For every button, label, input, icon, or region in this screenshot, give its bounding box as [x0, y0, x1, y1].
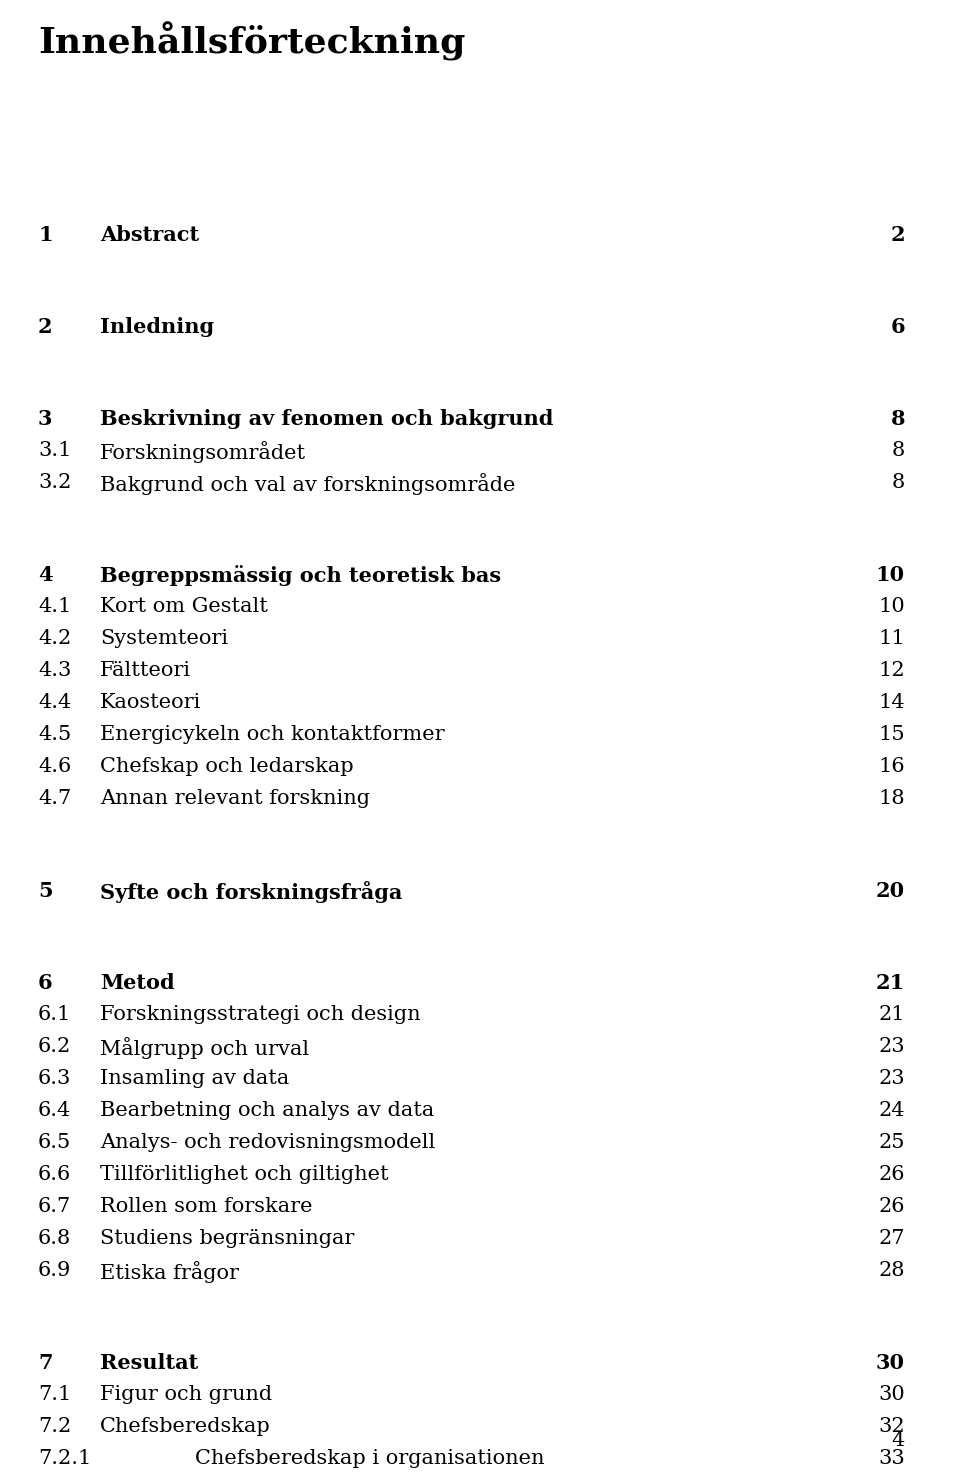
Text: Insamling av data: Insamling av data [100, 1069, 289, 1089]
Text: 30: 30 [876, 1353, 905, 1373]
Text: 2: 2 [38, 317, 53, 336]
Text: 5: 5 [38, 881, 53, 901]
Text: Målgrupp och urval: Målgrupp och urval [100, 1037, 309, 1059]
Text: 10: 10 [876, 565, 905, 586]
Text: 30: 30 [878, 1385, 905, 1404]
Text: Beskrivning av fenomen och bakgrund: Beskrivning av fenomen och bakgrund [100, 409, 553, 429]
Text: 3.2: 3.2 [38, 473, 71, 493]
Text: 6.4: 6.4 [38, 1100, 71, 1120]
Text: 4.7: 4.7 [38, 789, 71, 808]
Text: 18: 18 [878, 789, 905, 808]
Text: 25: 25 [878, 1133, 905, 1152]
Text: Kaosteori: Kaosteori [100, 693, 202, 712]
Text: 6.1: 6.1 [38, 1004, 71, 1024]
Text: Innehållsförteckning: Innehållsförteckning [38, 22, 466, 62]
Text: 6: 6 [38, 974, 53, 993]
Text: 4.2: 4.2 [38, 628, 71, 648]
Text: 4.3: 4.3 [38, 661, 71, 680]
Text: 16: 16 [878, 757, 905, 776]
Text: 4.1: 4.1 [38, 597, 71, 617]
Text: Begreppsmässig och teoretisk bas: Begreppsmässig och teoretisk bas [100, 565, 501, 586]
Text: Inledning: Inledning [100, 317, 214, 336]
Text: 1: 1 [38, 226, 53, 245]
Text: Analys- och redovisningsmodell: Analys- och redovisningsmodell [100, 1133, 435, 1152]
Text: 11: 11 [878, 628, 905, 648]
Text: 6.2: 6.2 [38, 1037, 71, 1056]
Text: Studiens begränsningar: Studiens begränsningar [100, 1229, 354, 1248]
Text: Syfte och forskningsfråga: Syfte och forskningsfråga [100, 881, 402, 903]
Text: 7.2.1: 7.2.1 [38, 1448, 91, 1468]
Text: Energicykeln och kontaktformer: Energicykeln och kontaktformer [100, 726, 444, 743]
Text: Resultat: Resultat [100, 1353, 199, 1373]
Text: Chefskap och ledarskap: Chefskap och ledarskap [100, 757, 353, 776]
Text: Bakgrund och val av forskningsområde: Bakgrund och val av forskningsområde [100, 473, 516, 496]
Text: Chefsberedskap i organisationen: Chefsberedskap i organisationen [195, 1448, 544, 1468]
Text: 23: 23 [878, 1069, 905, 1089]
Text: Kort om Gestalt: Kort om Gestalt [100, 597, 268, 617]
Text: 21: 21 [878, 1004, 905, 1024]
Text: 8: 8 [891, 409, 905, 429]
Text: Annan relevant forskning: Annan relevant forskning [100, 789, 370, 808]
Text: 7: 7 [38, 1353, 53, 1373]
Text: 6: 6 [890, 317, 905, 336]
Text: Forskningsområdet: Forskningsområdet [100, 441, 306, 463]
Text: 4: 4 [38, 565, 53, 586]
Text: Rollen som forskare: Rollen som forskare [100, 1198, 313, 1215]
Text: 24: 24 [878, 1100, 905, 1120]
Text: 33: 33 [878, 1448, 905, 1468]
Text: 20: 20 [876, 881, 905, 901]
Text: 6.3: 6.3 [38, 1069, 71, 1089]
Text: 8: 8 [892, 473, 905, 493]
Text: Etiska frågor: Etiska frågor [100, 1261, 239, 1283]
Text: 28: 28 [878, 1261, 905, 1280]
Text: 32: 32 [878, 1417, 905, 1437]
Text: 4.4: 4.4 [38, 693, 71, 712]
Text: 3: 3 [38, 409, 53, 429]
Text: 4.6: 4.6 [38, 757, 71, 776]
Text: 3.1: 3.1 [38, 441, 71, 460]
Text: 23: 23 [878, 1037, 905, 1056]
Text: Chefsberedskap: Chefsberedskap [100, 1417, 271, 1437]
Text: 21: 21 [876, 974, 905, 993]
Text: Fältteori: Fältteori [100, 661, 191, 680]
Text: 27: 27 [878, 1229, 905, 1248]
Text: Forskningsstrategi och design: Forskningsstrategi och design [100, 1004, 420, 1024]
Text: 6.7: 6.7 [38, 1198, 71, 1215]
Text: Metod: Metod [100, 974, 175, 993]
Text: Tillförlitlighet och giltighet: Tillförlitlighet och giltighet [100, 1165, 389, 1184]
Text: 7.1: 7.1 [38, 1385, 71, 1404]
Text: 26: 26 [878, 1198, 905, 1215]
Text: Abstract: Abstract [100, 226, 199, 245]
Text: 6.9: 6.9 [38, 1261, 71, 1280]
Text: Figur och grund: Figur och grund [100, 1385, 272, 1404]
Text: 4: 4 [892, 1431, 905, 1450]
Text: 8: 8 [892, 441, 905, 460]
Text: 4.5: 4.5 [38, 726, 71, 743]
Text: 14: 14 [878, 693, 905, 712]
Text: 12: 12 [878, 661, 905, 680]
Text: 26: 26 [878, 1165, 905, 1184]
Text: Systemteori: Systemteori [100, 628, 228, 648]
Text: 10: 10 [878, 597, 905, 617]
Text: 6.6: 6.6 [38, 1165, 71, 1184]
Text: Bearbetning och analys av data: Bearbetning och analys av data [100, 1100, 434, 1120]
Text: 6.5: 6.5 [38, 1133, 71, 1152]
Text: 6.8: 6.8 [38, 1229, 71, 1248]
Text: 15: 15 [878, 726, 905, 743]
Text: 2: 2 [890, 226, 905, 245]
Text: 7.2: 7.2 [38, 1417, 71, 1437]
